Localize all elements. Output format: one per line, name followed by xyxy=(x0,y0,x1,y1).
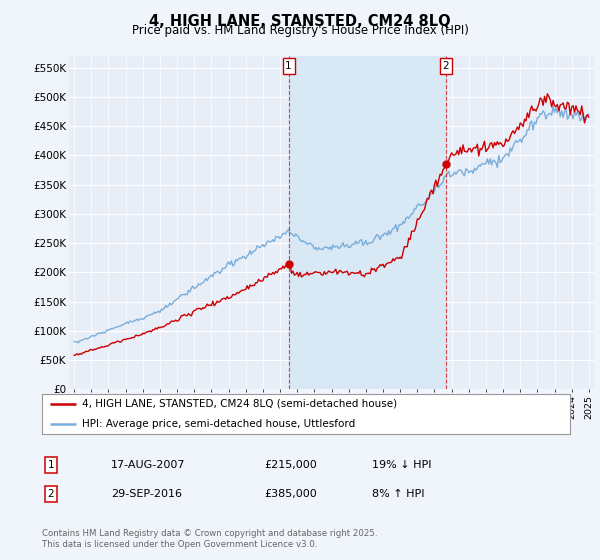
Text: 2: 2 xyxy=(443,61,449,71)
Text: 29-SEP-2016: 29-SEP-2016 xyxy=(111,489,182,499)
Text: 17-AUG-2007: 17-AUG-2007 xyxy=(111,460,185,470)
Text: Contains HM Land Registry data © Crown copyright and database right 2025.
This d: Contains HM Land Registry data © Crown c… xyxy=(42,529,377,549)
Text: 2: 2 xyxy=(47,489,55,499)
Text: 8% ↑ HPI: 8% ↑ HPI xyxy=(372,489,425,499)
Text: £385,000: £385,000 xyxy=(264,489,317,499)
Bar xyxy=(289,56,446,389)
Text: 4, HIGH LANE, STANSTED, CM24 8LQ: 4, HIGH LANE, STANSTED, CM24 8LQ xyxy=(149,14,451,29)
Text: 1: 1 xyxy=(285,61,292,71)
Text: £215,000: £215,000 xyxy=(264,460,317,470)
Text: HPI: Average price, semi-detached house, Uttlesford: HPI: Average price, semi-detached house,… xyxy=(82,419,355,429)
Text: 4, HIGH LANE, STANSTED, CM24 8LQ (semi-detached house): 4, HIGH LANE, STANSTED, CM24 8LQ (semi-d… xyxy=(82,399,397,409)
Text: 1: 1 xyxy=(47,460,55,470)
Text: Price paid vs. HM Land Registry's House Price Index (HPI): Price paid vs. HM Land Registry's House … xyxy=(131,24,469,37)
Text: 19% ↓ HPI: 19% ↓ HPI xyxy=(372,460,431,470)
